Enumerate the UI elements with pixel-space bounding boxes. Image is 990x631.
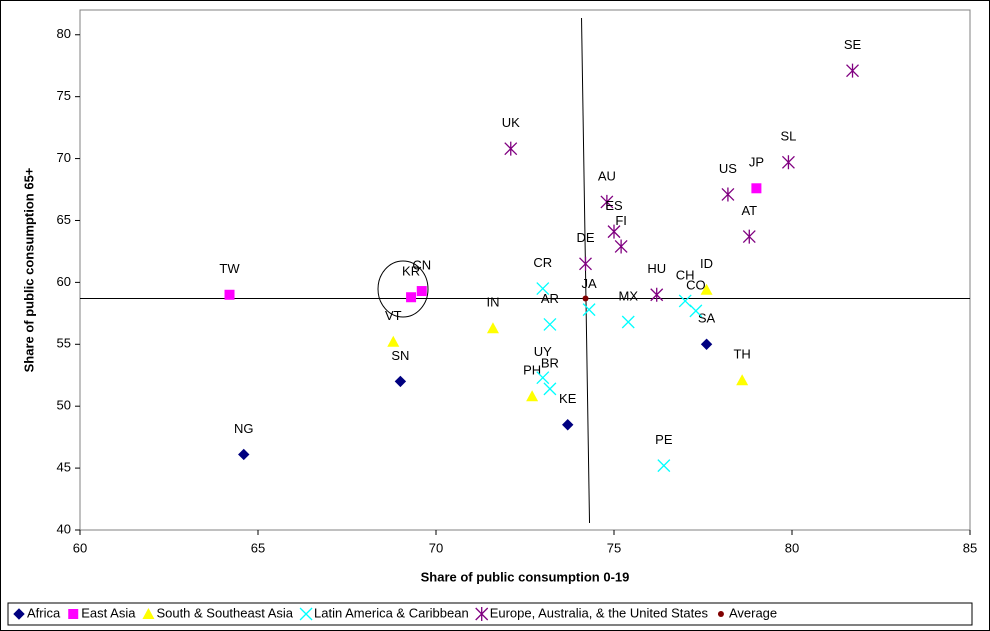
point-label: UY — [534, 344, 552, 359]
point — [582, 303, 596, 317]
point — [736, 374, 749, 386]
point — [721, 187, 735, 202]
point — [536, 282, 550, 296]
point-label: CR — [533, 255, 552, 270]
point-label: US — [719, 161, 737, 176]
x-tick-label: 75 — [607, 540, 621, 555]
point-label: AU — [598, 168, 616, 183]
point — [543, 382, 557, 396]
point-label: AT — [741, 203, 757, 218]
point-label: CN — [412, 257, 431, 272]
legend-label: South & Southeast Asia — [156, 605, 293, 620]
point — [536, 371, 550, 385]
point — [650, 287, 664, 302]
y-tick-label: 60 — [57, 274, 71, 289]
point-label: FI — [615, 213, 627, 228]
y-tick-label: 80 — [57, 26, 71, 41]
legend — [7, 602, 973, 626]
point — [751, 183, 762, 194]
highlight-circle — [377, 260, 429, 318]
legend-label: Latin America & Caribbean — [314, 605, 469, 620]
plot-area — [79, 9, 971, 531]
point — [781, 155, 795, 170]
y-tick-label: 55 — [57, 336, 71, 351]
legend-label: East Asia — [81, 605, 136, 620]
legend-marker — [68, 609, 79, 619]
point-label: KE — [559, 391, 577, 406]
point — [600, 194, 614, 209]
point-label: SN — [391, 348, 409, 363]
point-label: KR — [402, 264, 420, 279]
legend-marker — [142, 608, 155, 619]
point — [657, 459, 671, 473]
point-label: PE — [655, 432, 673, 447]
point — [562, 419, 574, 431]
point — [582, 295, 589, 302]
y-tick-label: 75 — [57, 88, 71, 103]
legend-marker — [475, 607, 489, 621]
point-label: JP — [749, 155, 764, 170]
legend-marker — [717, 611, 724, 617]
point-label: DE — [576, 230, 594, 245]
point-label: UK — [502, 115, 520, 130]
point — [543, 318, 557, 331]
point — [416, 286, 427, 297]
x-tick-label: 65 — [251, 540, 265, 555]
legend-label: Europe, Australia, & the United States — [490, 605, 709, 620]
point-label: SE — [844, 37, 862, 52]
point — [621, 315, 635, 329]
point-label: CO — [686, 277, 706, 292]
point-label: JA — [581, 276, 597, 291]
point — [224, 289, 235, 300]
point — [406, 292, 417, 303]
y-axis-title: Share of public consumption 65+ — [21, 167, 36, 372]
y-tick-label: 40 — [57, 521, 71, 536]
point-label: NG — [234, 421, 254, 436]
point — [742, 229, 756, 244]
legend-label: Average — [729, 605, 777, 620]
y-tick-label: 65 — [57, 212, 71, 227]
x-tick-label: 80 — [785, 540, 799, 555]
y-tick-label: 50 — [57, 398, 71, 413]
x-axis-title: Share of public consumption 0-19 — [421, 569, 630, 584]
y-tick-label: 45 — [57, 460, 71, 475]
point — [526, 390, 539, 402]
x-tick-label: 70 — [429, 540, 443, 555]
point-label: SA — [698, 311, 716, 326]
point — [238, 448, 250, 461]
point — [579, 256, 592, 271]
legend-marker — [299, 607, 313, 621]
point — [700, 338, 713, 350]
point-label: IN — [486, 295, 499, 310]
point-label: BR — [541, 355, 559, 370]
point — [700, 283, 713, 295]
point — [607, 224, 621, 239]
legend-label: Africa — [27, 605, 61, 620]
point-label: ES — [605, 198, 623, 213]
point — [504, 141, 518, 156]
point-label: TH — [733, 347, 750, 362]
point — [394, 375, 407, 388]
point-label: SL — [780, 129, 796, 144]
point — [486, 322, 499, 334]
point-label: ID — [700, 256, 713, 271]
legend-marker — [13, 608, 25, 620]
point — [614, 239, 628, 254]
y-tick-label: 70 — [57, 150, 71, 165]
point — [689, 304, 703, 318]
point-label: HU — [647, 261, 666, 276]
point-label: CH — [676, 267, 695, 282]
point-label: PH — [523, 363, 541, 378]
point — [678, 294, 692, 308]
point-label: MX — [618, 288, 638, 303]
point — [387, 335, 400, 347]
point — [846, 63, 859, 78]
point-label: AR — [541, 291, 559, 306]
point-label: VT — [385, 308, 402, 323]
x-tick-label: 60 — [73, 540, 87, 555]
point-label: TW — [219, 261, 240, 276]
x-tick-label: 85 — [963, 540, 977, 555]
